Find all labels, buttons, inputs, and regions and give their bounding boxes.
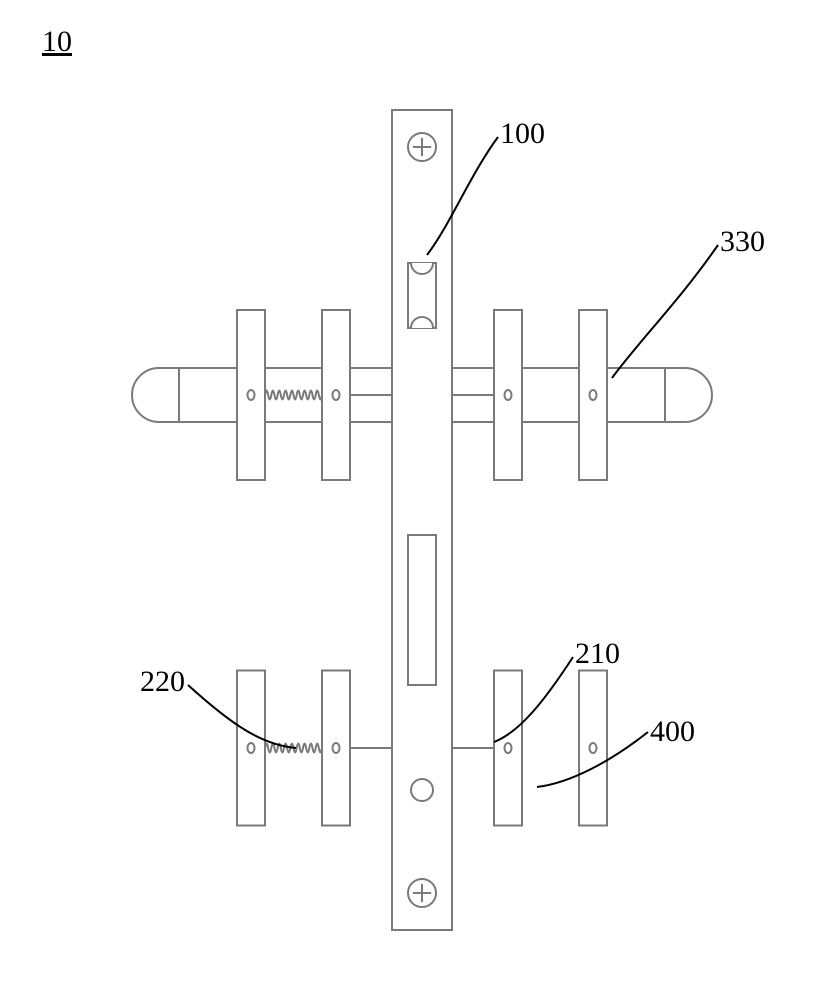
callout-100: 100 xyxy=(500,117,545,151)
callout-210: 210 xyxy=(575,637,620,671)
callout-400: 400 xyxy=(650,715,695,749)
figure-label: 10 xyxy=(42,25,72,59)
callout-330: 330 xyxy=(720,225,765,259)
callout-220: 220 xyxy=(140,665,185,699)
diagram-svg xyxy=(0,0,836,1000)
diagram-stage: 10 100 330 220 210 400 xyxy=(0,0,836,1000)
